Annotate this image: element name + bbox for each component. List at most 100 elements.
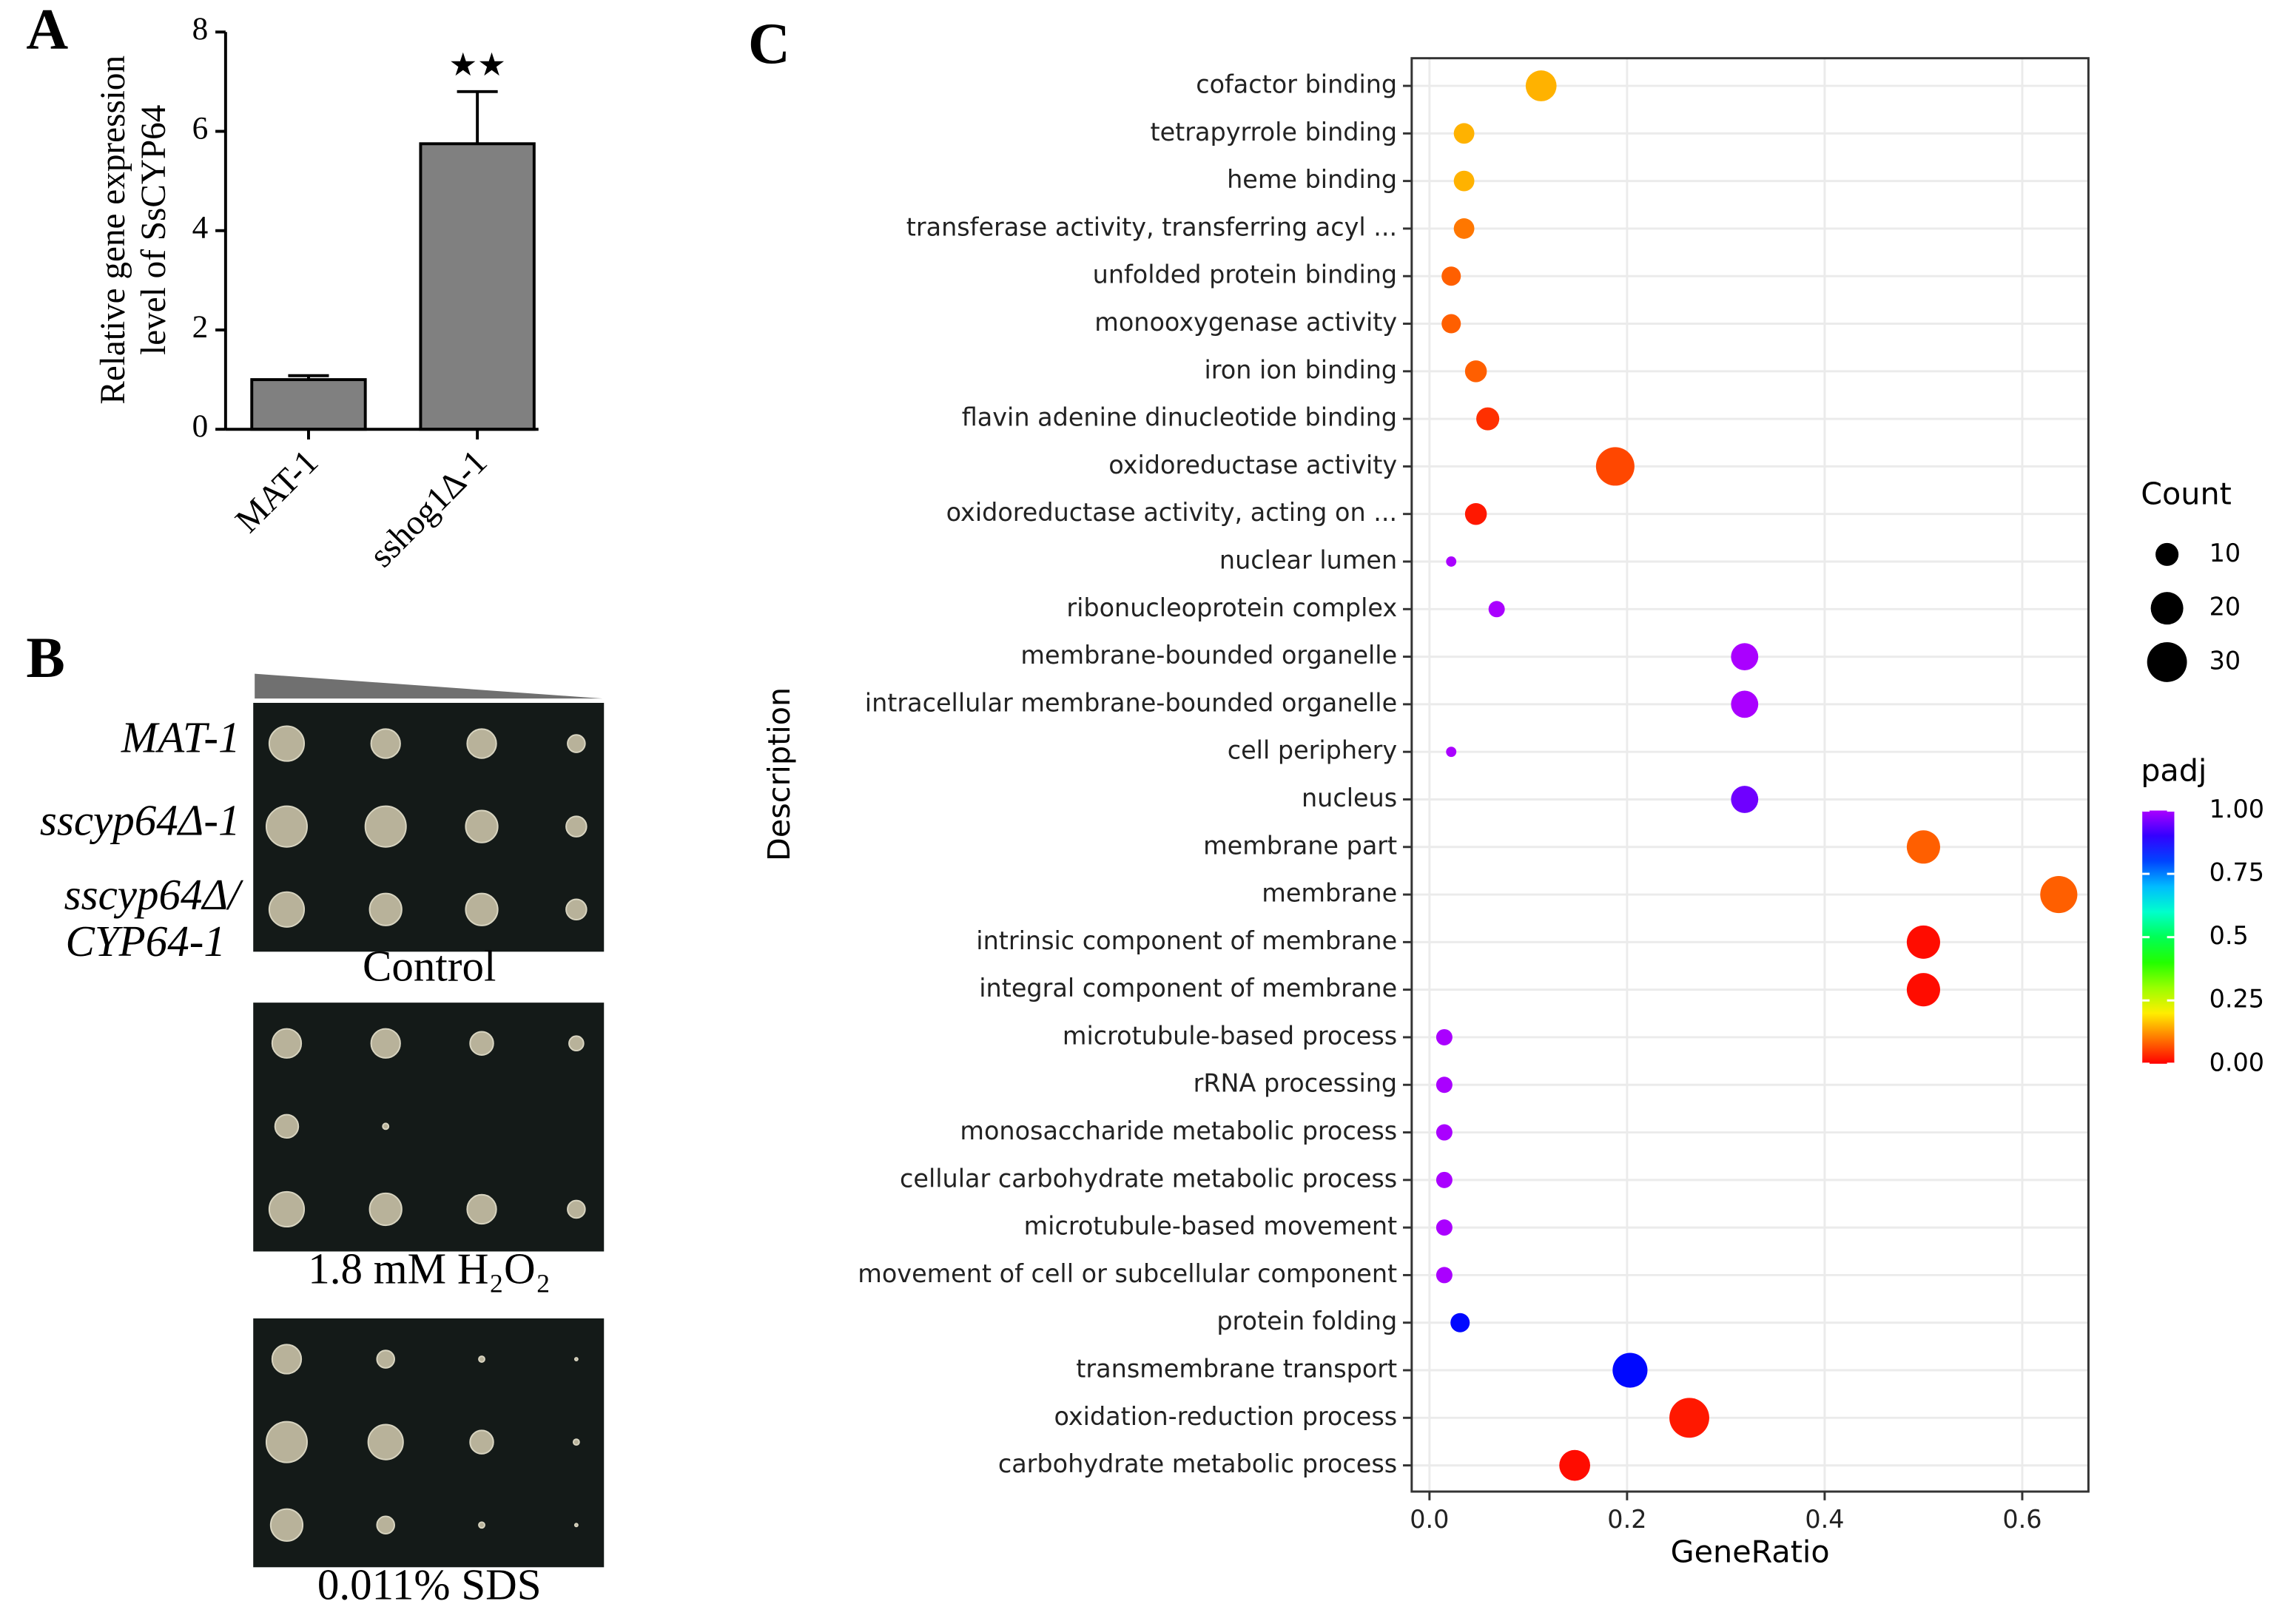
dot <box>1464 360 1487 383</box>
y-tick-label: membrane <box>1262 879 1397 908</box>
y-axis-label: Relative gene expression <box>94 55 132 405</box>
colony <box>466 1193 497 1225</box>
dot <box>1464 502 1487 525</box>
y-tick-label: iron ion binding <box>1204 355 1397 384</box>
y-tick-label: monosaccharide metabolic process <box>960 1116 1397 1145</box>
plot-border <box>1410 57 2090 1493</box>
colony <box>478 1355 485 1363</box>
colony <box>368 1192 403 1227</box>
x-tick-label: 0.0 <box>1410 1505 1449 1534</box>
strain-label: sscyp64Δ-1 <box>40 796 240 845</box>
plates <box>253 702 605 1568</box>
plate <box>253 1318 605 1568</box>
colorbar-label: 1.00 <box>2209 795 2264 823</box>
y-tick-label: heme binding <box>1227 165 1397 194</box>
colony <box>364 805 407 848</box>
bar <box>250 378 367 431</box>
dot <box>1435 1124 1453 1141</box>
panel-label: C <box>748 12 790 76</box>
y-tick-label: microtubule-based process <box>1063 1021 1397 1050</box>
dot <box>2040 875 2078 914</box>
y-tick-label: membrane-bounded organelle <box>1020 641 1397 670</box>
dot <box>1731 786 1759 813</box>
x-axis-label: GeneRatio <box>1671 1534 1830 1570</box>
dot <box>1435 1267 1453 1284</box>
dot <box>1435 1077 1453 1094</box>
colony <box>567 734 586 753</box>
colony <box>271 1344 303 1375</box>
colony <box>367 1423 404 1460</box>
annotation: ★★ <box>448 47 506 84</box>
y-tick-label: intrinsic component of membrane <box>976 926 1397 955</box>
y-tick-label: 8 <box>192 11 209 47</box>
dot <box>1559 1449 1590 1481</box>
y-tick-label: nuclear lumen <box>1219 546 1397 575</box>
colony <box>268 725 306 762</box>
y-tick-label: ribonucleoprotein complex <box>1066 593 1397 622</box>
colony <box>469 1031 494 1056</box>
colony <box>271 1028 303 1059</box>
colony <box>469 1429 494 1455</box>
colony <box>478 1521 485 1529</box>
colony <box>370 728 401 759</box>
strain-label: CYP64-1 <box>66 917 226 966</box>
plot-area <box>1411 58 2089 1492</box>
colony <box>573 1523 579 1528</box>
colorbar-label: 0.75 <box>2209 858 2264 887</box>
legend-dot <box>2155 542 2179 566</box>
colony <box>265 1421 308 1463</box>
colony <box>465 892 499 926</box>
dot <box>1669 1398 1709 1438</box>
colony <box>573 1357 579 1361</box>
x-tick-label: 0.4 <box>1805 1505 1844 1534</box>
dot <box>1435 1219 1453 1236</box>
colony <box>265 805 308 848</box>
plate <box>253 1003 605 1252</box>
colony <box>376 1350 395 1369</box>
legend-label: 30 <box>2209 646 2241 675</box>
y-axis-label: Description <box>761 687 797 861</box>
panel-label: A <box>26 0 68 61</box>
panel-label: B <box>26 626 64 690</box>
colony <box>268 891 306 928</box>
y-tick-label: nucleus <box>1302 784 1397 812</box>
colony <box>565 898 588 921</box>
y-tick-label: 6 <box>192 110 209 146</box>
x-tick-label: 0.6 <box>2002 1505 2042 1534</box>
strain-label: MAT-1 <box>121 713 240 762</box>
dot <box>1453 170 1475 192</box>
y-tick-label: tetrapyrrole binding <box>1151 118 1398 146</box>
dot <box>1525 70 1557 101</box>
colony <box>268 1190 306 1228</box>
dot <box>1488 601 1505 618</box>
colony <box>370 1028 401 1059</box>
y-tick-label: flavin adenine dinucleotide binding <box>962 403 1397 432</box>
y-tick-label: oxidoreductase activity, acting on ... <box>946 498 1398 527</box>
condition-label: Control <box>363 941 496 990</box>
y-tick-label: microtubule-based movement <box>1024 1212 1398 1241</box>
colony <box>572 1438 580 1446</box>
legend-label: 10 <box>2209 539 2241 567</box>
y-tick-label: integral component of membrane <box>979 974 1397 1003</box>
y-tick-label: 4 <box>192 210 209 246</box>
dot <box>1476 407 1500 431</box>
colony <box>368 892 403 926</box>
dot <box>1906 925 1940 959</box>
colorbar-label: 0.5 <box>2209 921 2249 950</box>
y-tick-label: transferase activity, transferring acyl … <box>906 212 1397 241</box>
dot <box>1446 747 1457 758</box>
y-tick-label: transmembrane transport <box>1076 1355 1397 1384</box>
colony <box>465 809 499 843</box>
y-tick-label: rRNA processing <box>1194 1069 1398 1098</box>
y-tick-label: protein folding <box>1216 1307 1397 1335</box>
dot <box>1446 556 1457 567</box>
colony <box>269 1508 304 1542</box>
dot <box>1435 1171 1453 1188</box>
dot <box>1595 447 1635 486</box>
y-axis-label: level of SsCYP64 <box>135 105 173 355</box>
dot <box>1441 314 1461 334</box>
colony <box>565 815 588 838</box>
colony <box>274 1113 300 1139</box>
